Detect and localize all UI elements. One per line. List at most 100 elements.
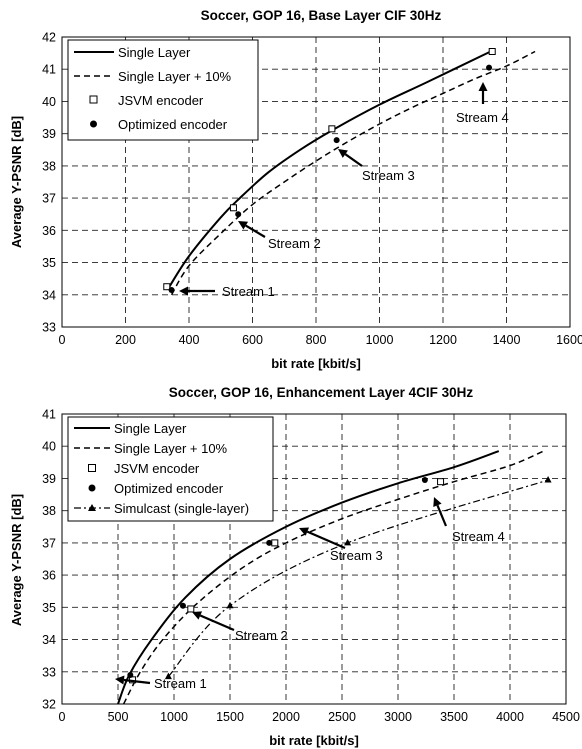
chart-enhancement-layer: Soccer, GOP 16, Enhancement Layer 4CIF 3…: [9, 385, 580, 748]
chart1-x-axis-label: bit rate [kbit/s]: [271, 356, 361, 371]
chart1-legend-label-2: JSVM encoder: [118, 93, 204, 108]
chart2-legend-jsvm: JSVM encoder: [88, 461, 200, 476]
chart2-x-tick-label: 3500: [440, 710, 468, 724]
chart1-x-tick-label: 400: [179, 333, 200, 347]
arrow-icon: [199, 614, 235, 632]
chart1-annotation-stream-3: Stream 3: [338, 149, 415, 183]
chart2-legend: Single Layer Single Layer + 10% JSVM enc…: [67, 416, 274, 522]
chart2-y-tick-label: 40: [42, 440, 56, 454]
chart2-legend-label-3: Optimized encoder: [114, 481, 224, 496]
chart1-x-tick-label: 200: [115, 333, 136, 347]
chart2-y-tick-label: 36: [42, 569, 56, 583]
chart1-annotation-label: Stream 3: [362, 168, 415, 183]
chart2-series-simulcast-single-layer-point: [344, 538, 352, 546]
arrow-head-icon: [192, 611, 203, 620]
chart1-legend-single-layer-10: Single Layer + 10%: [74, 69, 232, 84]
chart2-y-tick-label: 38: [42, 504, 56, 518]
chart2-annotation-label: Stream 4: [452, 529, 505, 544]
chart1-series-optimized-encoder-point: [235, 211, 242, 218]
chart2-x-axis-label: bit rate [kbit/s]: [269, 733, 359, 748]
chart2-legend-simulcast: Simulcast (single-layer): [74, 501, 249, 516]
chart2-annotation-stream-2: Stream 2: [192, 611, 288, 643]
chart1-annotation-stream-4: Stream 4: [456, 82, 509, 125]
chart1-title: Soccer, GOP 16, Base Layer CIF 30Hz: [201, 8, 442, 23]
chart2-legend-box: [67, 416, 274, 522]
chart1-legend-label-1: Single Layer + 10%: [118, 69, 232, 84]
chart1-series-jsvm-encoder-point: [163, 283, 171, 291]
chart1-y-tick-label: 33: [42, 321, 56, 335]
chart1-x-tick-label: 600: [242, 333, 263, 347]
arrow-head-icon: [115, 675, 125, 685]
chart2-y-tick-label: 33: [42, 665, 56, 679]
chart2-legend-label-2: JSVM encoder: [114, 461, 200, 476]
chart1-annotation-label: Stream 4: [456, 110, 509, 125]
chart1-y-tick-label: 34: [42, 288, 56, 302]
arrow-icon: [123, 678, 151, 685]
chart2-legend-single-layer-10: Single Layer + 10%: [74, 441, 228, 456]
chart2-series-optimized-encoder-point: [127, 672, 134, 678]
chart1-annotation-label: Stream 2: [268, 236, 321, 251]
chart1-x-tick-label: 0: [59, 333, 66, 347]
chart1-series-optimized-encoder-point: [168, 286, 175, 293]
chart2-y-tick-label: 41: [42, 408, 56, 422]
chart1-series-jsvm-encoder-point: [328, 125, 336, 133]
chart2-legend-optimized: Optimized encoder: [88, 481, 224, 496]
arrow-icon: [306, 530, 346, 550]
chart2-x-tick-label: 4000: [496, 710, 524, 724]
chart2-series-simulcast-single-layer-line: [167, 479, 549, 678]
chart1-legend-label-0: Single Layer: [118, 45, 191, 60]
chart1-legend: Single Layer Single Layer + 10% JSVM enc…: [67, 39, 259, 141]
arrow-icon: [436, 504, 448, 527]
arrow-head-icon: [299, 527, 310, 536]
chart2-x-tick-label: 4500: [552, 710, 580, 724]
chart1-series-jsvm-encoder-point: [488, 48, 496, 55]
chart1-x-tick-label: 800: [306, 333, 327, 347]
chart1-annotation-stream-2: Stream 2: [238, 221, 321, 251]
chart1-x-tick-label: 1600: [556, 333, 582, 347]
chart2-series-single-layer-line: [117, 450, 500, 705]
chart2-series-optimized-encoder-point: [266, 539, 273, 546]
chart1-plot-area: [61, 36, 571, 328]
chart2-series-jsvm-encoder-point: [187, 605, 195, 613]
arrow-head-icon: [238, 221, 249, 230]
arrow-icon: [344, 153, 363, 167]
chart1-annotation-label: Stream 1: [222, 284, 275, 299]
chart2-series-optimized-encoder-point: [179, 602, 186, 609]
chart1-series-jsvm-encoder-point: [229, 204, 237, 212]
chart2-y-tick-label: 37: [42, 536, 56, 550]
chart2-x-tick-label: 500: [108, 710, 129, 724]
chart2-series-optimized-encoder-point: [421, 477, 428, 484]
arrow-head-icon: [433, 497, 442, 508]
chart1-y-tick-label: 36: [42, 224, 56, 238]
chart2-x-tick-label: 1500: [216, 710, 244, 724]
chart1-y-tick-label: 40: [42, 95, 56, 109]
filled-circle-icon: [88, 484, 96, 492]
chart2-legend-single-layer: Single Layer: [74, 421, 187, 436]
chart2-series-simulcast-single-layer-point: [164, 672, 172, 680]
chart1-x-tick-label: 1000: [366, 333, 394, 347]
chart2-y-tick-label: 34: [42, 633, 56, 647]
chart2-plot-area: [61, 413, 567, 705]
chart2-y-axis-label: Average Y-PSNR [dB]: [9, 494, 24, 626]
chart1-x-tick-label: 1400: [493, 333, 521, 347]
arrow-head-icon: [338, 149, 348, 158]
chart1-series-optimized-encoder-point: [333, 137, 340, 144]
chart2-legend-label-1: Single Layer + 10%: [114, 441, 228, 456]
chart2-series-jsvm-encoder-point: [437, 478, 445, 486]
chart2-annotation-stream-1: Stream 1: [115, 675, 207, 691]
chart2-x-tick-label: 1000: [160, 710, 188, 724]
chart2-y-tick-label: 32: [42, 698, 56, 712]
chart2-title: Soccer, GOP 16, Enhancement Layer 4CIF 3…: [169, 385, 474, 400]
open-square-icon: [88, 464, 96, 472]
chart2-annotation-label: Stream 3: [330, 548, 383, 563]
chart1-y-tick-label: 35: [42, 256, 56, 270]
chart2-annotation-label: Stream 1: [154, 676, 207, 691]
chart2-legend-label-0: Single Layer: [114, 421, 187, 436]
chart1-legend-label-3: Optimized encoder: [118, 117, 228, 132]
chart1-y-axis-label: Average Y-PSNR [dB]: [9, 116, 24, 248]
chart2-y-tick-label: 35: [42, 601, 56, 615]
arrow-icon: [245, 224, 266, 238]
chart1-y-tick-label: 39: [42, 127, 56, 141]
chart2-annotation-stream-3: Stream 3: [299, 527, 383, 563]
